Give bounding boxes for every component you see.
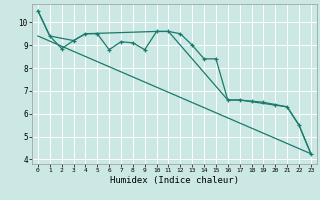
X-axis label: Humidex (Indice chaleur): Humidex (Indice chaleur) (110, 176, 239, 185)
